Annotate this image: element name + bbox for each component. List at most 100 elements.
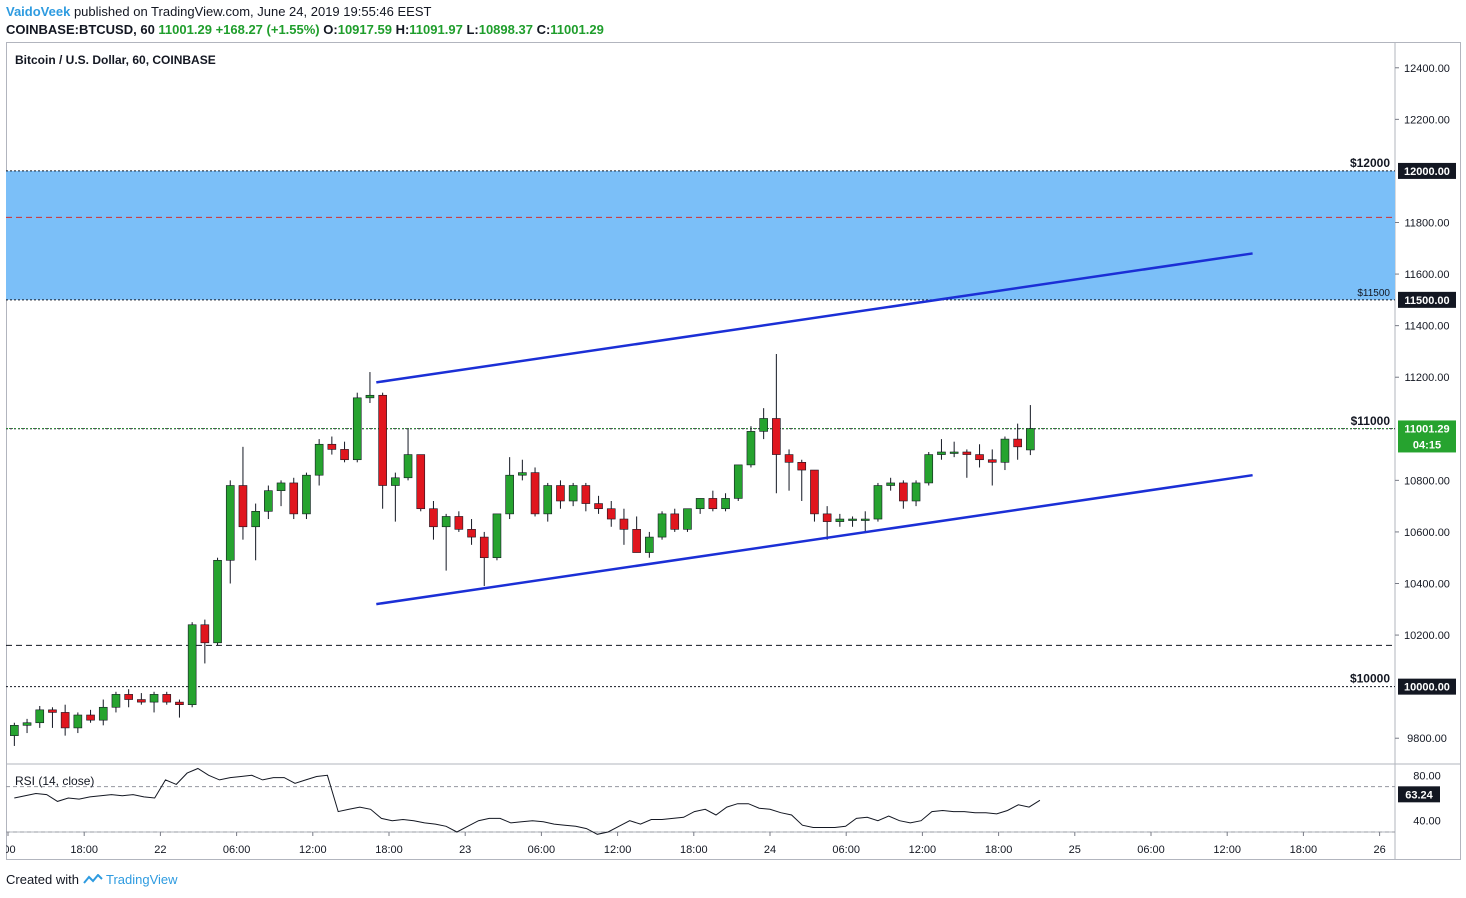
candle-body (391, 477, 400, 486)
time-tick-label: 22 (154, 844, 166, 856)
high-value: 11091.97 (409, 22, 463, 37)
price-change: +168.27 (+1.55%) (215, 22, 320, 37)
rsi-label: RSI (14, close) (15, 774, 94, 788)
candle-body (124, 694, 133, 700)
candle-body (619, 518, 629, 530)
candle-body (264, 490, 273, 512)
time-tick-label: 24 (764, 844, 776, 856)
candle-body (416, 454, 426, 510)
level-axis-tag-text: 10000.00 (1404, 682, 1450, 694)
tradingview-logo-icon (82, 872, 106, 887)
level-axis-tag (1398, 291, 1456, 308)
candle-body (556, 485, 565, 502)
candle-body (454, 516, 464, 530)
candle-body (772, 418, 781, 455)
chart-frame[interactable]: 80.00 40.00 63.24 9800.00 10200.00 10400.00 1… (0, 42, 1461, 860)
candle-body (86, 714, 95, 721)
candle-body (746, 431, 756, 466)
candle-body (543, 485, 553, 515)
rsi-tick-label: 40.00 (1413, 816, 1441, 828)
level-label: $11000 (1351, 414, 1391, 428)
tradingview-link[interactable]: TradingView (106, 872, 178, 887)
candle-body (378, 394, 387, 486)
time-tick-label: 12:00 (909, 844, 937, 856)
candle-body (784, 454, 794, 463)
level-axis-tag (1398, 678, 1456, 695)
candle-body (1026, 428, 1035, 451)
price-chart[interactable]: 80.00 40.00 63.24 9800.00 10200.00 10400.00 1… (0, 42, 1461, 860)
candle-body (1000, 438, 1010, 463)
symbol-label: COINBASE:BTCUSD, 60 (6, 22, 155, 37)
candle-body (835, 518, 845, 522)
candle-body (479, 536, 489, 559)
price-tick-label: 11400.00 (1404, 321, 1449, 333)
candle-body (238, 485, 248, 528)
candle-body (289, 482, 299, 515)
candle-body (581, 485, 591, 504)
candle-body (467, 529, 476, 538)
candle-body (632, 529, 641, 553)
level-axis-tag-text: 11500.00 (1404, 295, 1449, 307)
created-with-text: Created with (6, 872, 79, 887)
time-tick-label: 06:00 (528, 844, 556, 856)
price-tick-label: 10400.00 (1404, 579, 1450, 591)
time-tick-label: 23 (459, 844, 471, 856)
candle-body (340, 449, 349, 461)
price-tick-label: 11800.00 (1404, 218, 1449, 230)
candle-body (860, 518, 870, 521)
footer: Created with TradingView (6, 872, 178, 887)
candle-body (822, 513, 832, 522)
open-label: O: (323, 22, 338, 37)
candle-body (645, 536, 654, 553)
rsi-line (14, 767, 1041, 835)
candle-body (365, 394, 375, 399)
candle-body (683, 508, 692, 530)
candle-body (848, 518, 857, 521)
chart-border (6, 42, 1461, 860)
candle-body (1013, 438, 1022, 448)
candle-body (899, 482, 908, 502)
candle-body (695, 498, 705, 510)
candle-body (213, 559, 222, 644)
candle-body (429, 508, 438, 528)
candle-body (733, 464, 743, 499)
time-tick-label: 12:00 (604, 844, 632, 856)
level-label: $11500 (1357, 288, 1390, 299)
candle-body (810, 469, 819, 515)
author-link[interactable]: VaidoVeek (6, 4, 71, 19)
last-price: 11001.29 (158, 22, 212, 37)
level-label: $12000 (1350, 156, 1390, 170)
candle-body (797, 462, 807, 471)
price-tick-label: 12200.00 (1404, 114, 1450, 126)
rsi-value-tag-text: 63.24 (1405, 789, 1433, 801)
publish-info: VaidoVeek published on TradingView.com, … (6, 4, 431, 19)
candle-body (441, 516, 451, 528)
channel-trendline (376, 252, 1253, 384)
time-tick-label: 18:00 (375, 844, 403, 856)
candle-body (175, 701, 184, 705)
candle-body (721, 498, 730, 510)
candle-body (162, 694, 172, 703)
candle-body (949, 451, 959, 454)
price-tick-label: 9800.00 (1407, 733, 1447, 745)
candle-body (937, 451, 946, 455)
candle-body (492, 513, 502, 559)
level-label: $10000 (1350, 672, 1390, 686)
time-tick-label: 18:00 (680, 844, 708, 856)
time-tick-label: 06:00 (1137, 844, 1165, 856)
candle-body (518, 472, 527, 476)
high-label: H: (395, 22, 410, 37)
rsi-value-tag (1398, 786, 1440, 803)
candle-body (200, 624, 210, 644)
candle-body (962, 451, 972, 455)
candle-body (505, 474, 514, 515)
publish-text: published on TradingView.com, June 24, 2… (70, 4, 432, 19)
price-tick-label: 10200.00 (1404, 630, 1450, 642)
rsi-tick-label: 80.00 (1413, 770, 1441, 782)
candle-body (873, 485, 883, 520)
candle-body (149, 694, 159, 703)
close-value: 11001.29 (550, 22, 604, 37)
low-value: 10898.37 (478, 22, 533, 37)
price-tick-label: 11200.00 (1404, 372, 1449, 384)
time-tick-label: 18:00 (985, 844, 1013, 856)
